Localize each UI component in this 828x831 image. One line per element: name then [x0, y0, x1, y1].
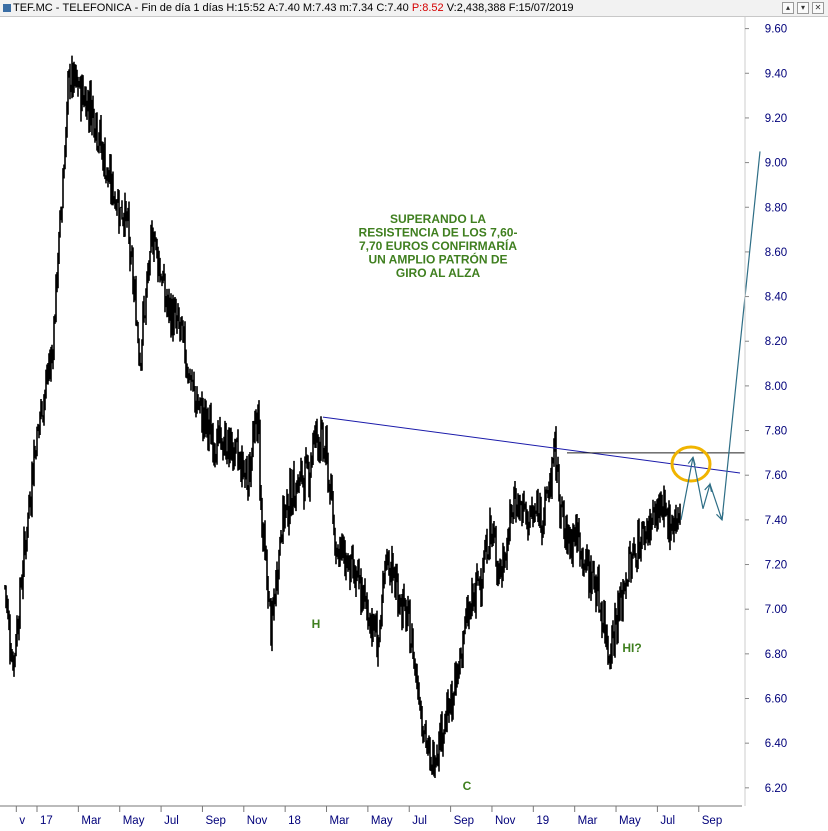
scroll-up-button[interactable]: ▴	[782, 2, 794, 14]
x-tick-label: Nov	[247, 815, 268, 827]
chart-header-bar: TEF.MC - TELEFONICA - Fin de día 1 días …	[0, 0, 828, 17]
head-label: C	[463, 779, 472, 793]
x-tick-label: Sep	[702, 815, 722, 827]
x-tick-label: Nov	[495, 815, 516, 827]
chart-menu-icon[interactable]	[3, 4, 11, 13]
x-tick-label: 19	[536, 815, 549, 827]
y-tick-label: 7.20	[765, 560, 787, 572]
x-tick-label: Jul	[412, 815, 427, 827]
instrument-name: TELEFONICA	[62, 2, 132, 15]
low-label: m:	[339, 2, 352, 15]
y-tick-label: 9.60	[765, 24, 787, 36]
y-tick-label: 6.80	[765, 649, 787, 661]
y-tick-label: 8.40	[765, 292, 787, 304]
x-tick-label: Mar	[81, 815, 101, 827]
close-chart-button[interactable]: ✕	[812, 2, 824, 14]
y-tick-label: 7.80	[765, 426, 787, 438]
symbol: TEF.MC	[13, 2, 53, 15]
x-tick-label: v	[19, 815, 25, 827]
projection-path[interactable]	[680, 151, 761, 521]
date-label: F:	[508, 2, 519, 15]
close-value: 7.40	[387, 2, 409, 15]
overlay-layer	[322, 151, 761, 522]
x-tick-label: 18	[288, 815, 301, 827]
x-tick-label: May	[371, 815, 393, 827]
y-tick-label: 7.40	[765, 515, 787, 527]
x-tick-label: Mar	[578, 815, 598, 827]
y-tick-label: 9.40	[765, 68, 787, 80]
x-tick-label: May	[619, 815, 641, 827]
volume-label: V:	[446, 2, 457, 15]
open-value: 7.40	[278, 2, 300, 15]
separator: -	[134, 2, 139, 15]
y-tick-label: 9.20	[765, 113, 787, 125]
x-tick-label: Jul	[660, 815, 675, 827]
y-tick-label: 8.20	[765, 336, 787, 348]
x-tick-label: Jul	[164, 815, 179, 827]
y-tick-label: 7.00	[765, 604, 787, 616]
y-tick-label: 6.40	[765, 738, 787, 750]
annotation-main-line: GIRO AL ALZA	[396, 266, 481, 280]
high-label: M:	[302, 2, 316, 15]
y-axis: 9.60 9.40 9.20 9.00 8.80 8.60 8.40 8.20 8.00 7.80…	[744, 17, 787, 806]
annotation-main-line: 7,70 EUROS CONFIRMARÍA	[359, 238, 517, 253]
y-tick-label: 8.00	[765, 381, 787, 393]
window-controls: ▴ ▾ ✕	[782, 2, 824, 14]
right-shoulder-label: HI?	[622, 641, 641, 655]
date-value: 15/07/2019	[518, 2, 574, 15]
volume-value: 2,438,388	[456, 2, 506, 15]
projection-arrowhead	[687, 456, 696, 466]
breakout-highlight-circle	[670, 445, 712, 483]
p-value: 8.52	[422, 2, 444, 15]
y-tick-label: 6.20	[765, 783, 787, 795]
x-tick-label: 17	[40, 815, 53, 827]
price-series	[4, 55, 681, 778]
resistance-trendline[interactable]	[322, 416, 741, 474]
x-tick-label: Mar	[330, 815, 350, 827]
y-tick-label: 9.00	[765, 158, 787, 170]
period-label: Fin de día 1 días	[141, 2, 224, 15]
p-label: P:	[411, 2, 423, 15]
separator: -	[55, 2, 60, 15]
x-axis: v 17 Mar May Jul Sep Nov 18 Mar May Jul Sep Nov 19 Mar…	[0, 805, 742, 827]
y-tick-label: 6.60	[765, 694, 787, 706]
y-tick-label: 8.60	[765, 247, 787, 259]
annotation-main-line: UN AMPLIO PATRÓN DE	[368, 252, 507, 267]
open-label: A:	[268, 2, 279, 15]
scroll-down-button[interactable]: ▾	[797, 2, 809, 14]
x-tick-label: Sep	[454, 815, 474, 827]
x-tick-label: Sep	[205, 815, 225, 827]
projection-arrowhead	[716, 512, 724, 522]
chart-background	[0, 17, 828, 831]
head-left-shoulder-label: H	[312, 617, 321, 631]
hour-value: 15:52	[237, 2, 265, 15]
low-value: 7.34	[351, 2, 374, 15]
x-tick-label: May	[123, 815, 145, 827]
projection-arrowhead	[704, 482, 713, 492]
annotation-main-line: RESISTENCIA DE LOS 7,60-	[359, 226, 518, 240]
y-tick-label: 7.60	[765, 470, 787, 482]
price-bars	[4, 55, 681, 778]
close-label: C:	[376, 2, 388, 15]
hour-label: H:	[226, 2, 238, 15]
y-tick-label: 8.80	[765, 202, 787, 214]
high-value: 7.43	[315, 2, 337, 15]
annotation-main-line: SUPERANDO LA	[390, 212, 486, 226]
